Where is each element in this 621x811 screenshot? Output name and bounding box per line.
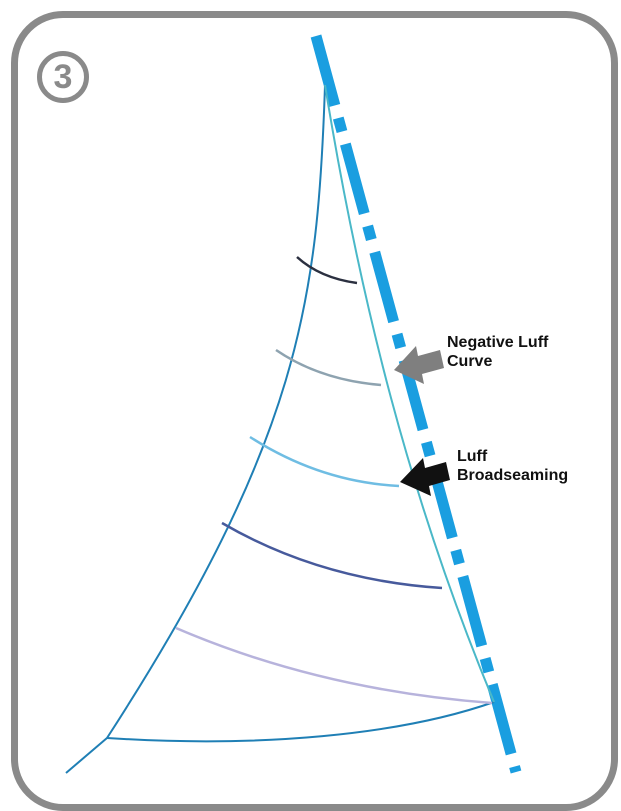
seam-line-2 bbox=[275, 348, 382, 387]
mast-dash-line bbox=[310, 34, 522, 774]
negative-luff-curve-label-line1: Negative Luff bbox=[447, 334, 549, 351]
seam-line-1 bbox=[296, 256, 358, 285]
sail-leech bbox=[106, 84, 326, 739]
luff-broadseaming-label: Luff Broadseaming bbox=[457, 447, 607, 485]
seam-line-3 bbox=[249, 435, 400, 488]
sail-luff bbox=[324, 84, 495, 703]
black-arrow-icon bbox=[400, 458, 450, 496]
negative-luff-curve-label: Negative Luff Curve bbox=[447, 333, 597, 371]
seam-line-5 bbox=[175, 626, 493, 705]
negative-luff-curve-label-line2: Curve bbox=[447, 353, 493, 370]
gray-arrow-icon bbox=[394, 346, 444, 384]
sail-leech-tail bbox=[65, 737, 108, 774]
sail-foot bbox=[106, 701, 495, 743]
step-number: 3 bbox=[53, 57, 73, 96]
luff-broadseaming-label-line1: Luff bbox=[457, 448, 488, 465]
luff-broadseaming-label-line2: Broadseaming bbox=[457, 467, 569, 484]
step-number-badge: 3 bbox=[37, 51, 89, 103]
card-frame bbox=[11, 11, 618, 811]
seam-line-4 bbox=[221, 521, 443, 590]
